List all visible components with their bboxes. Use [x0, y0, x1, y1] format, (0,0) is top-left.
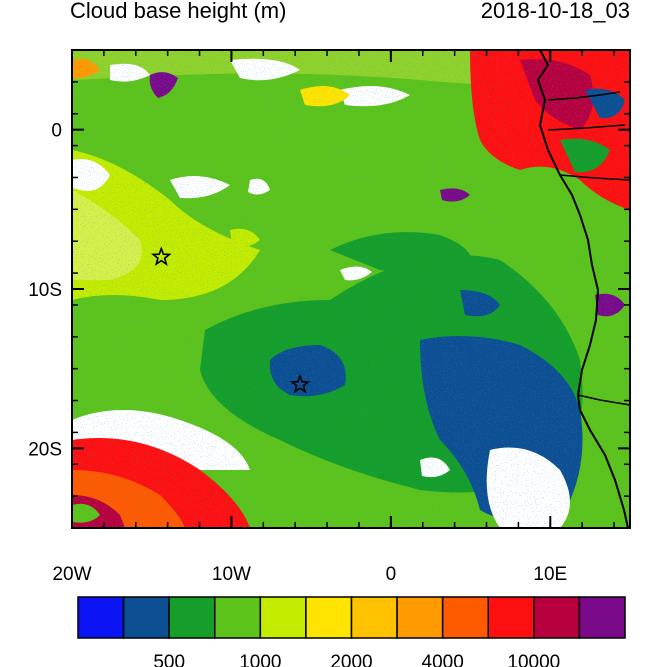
y-tick-label: 20S	[28, 439, 62, 460]
star-marker-north	[151, 246, 172, 266]
x-tick-label: 20W	[52, 564, 91, 585]
x-tick-label: 10W	[212, 564, 251, 585]
cloud-base-field	[72, 50, 630, 528]
colorbar-label: 10000	[507, 652, 560, 667]
map-title: Cloud base height (m)	[70, 0, 287, 23]
colorbar-label: 2000	[330, 652, 372, 667]
y-tick-label: 10S	[28, 280, 62, 301]
colorbar-box	[533, 596, 581, 639]
country-borders	[547, 91, 631, 406]
star-marker-south	[289, 373, 311, 394]
colorbar-box	[396, 596, 444, 639]
colorbar-box	[487, 596, 535, 639]
colorbar-label: 4000	[422, 652, 464, 667]
map-timestamp: 2018-10-18_03	[480, 0, 630, 23]
colorbar-label: 1000	[239, 652, 281, 667]
colorbar-box	[259, 596, 307, 639]
colorbar-box	[122, 596, 170, 639]
colorbar-box	[441, 596, 489, 639]
map-markers	[151, 246, 311, 394]
axis-ticks: 20W 10W 0 10E 0 10S 20S	[28, 49, 630, 585]
colorbar-box	[305, 596, 353, 639]
colorbar: 500 1000 2000 4000 10000	[77, 596, 626, 667]
x-tick-label: 0	[386, 564, 397, 585]
y-tick-label: 0	[51, 121, 62, 142]
colorbar-box	[168, 596, 216, 639]
colorbar-box	[214, 596, 262, 639]
colorbar-label: 500	[153, 652, 185, 667]
coastline	[536, 49, 629, 529]
x-tick-label: 10E	[533, 564, 567, 585]
colorbar-box	[350, 596, 398, 639]
colorbar-box	[77, 596, 125, 639]
colorbar-box	[578, 596, 626, 639]
